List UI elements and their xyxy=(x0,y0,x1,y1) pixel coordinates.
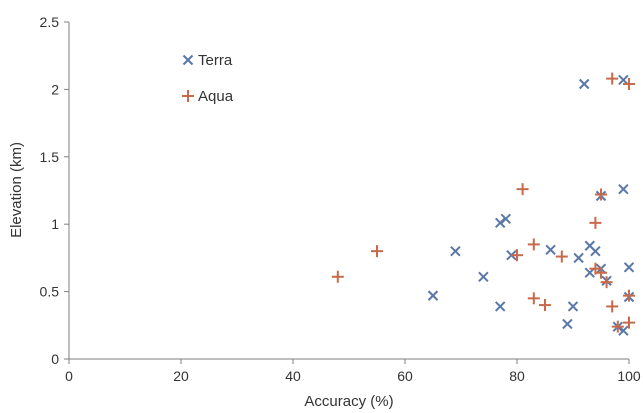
aqua-point xyxy=(623,316,635,329)
terra-point xyxy=(618,325,629,336)
aqua-point xyxy=(600,276,613,289)
x-tick-label: 20 xyxy=(173,368,189,384)
y-axis-title: Elevation (km) xyxy=(8,142,25,238)
terra-point xyxy=(450,245,461,257)
terra-point xyxy=(578,78,590,90)
y-tick-label: 1.5 xyxy=(40,149,60,165)
aqua-point xyxy=(611,320,624,333)
aqua-point xyxy=(527,238,540,251)
series-terra xyxy=(427,74,635,336)
terra-point xyxy=(500,213,512,225)
axes xyxy=(68,22,629,360)
terra-point xyxy=(427,290,439,301)
x-axis-title: Accuracy (%) xyxy=(304,393,393,410)
aqua-point xyxy=(516,183,529,196)
x-tick-label: 60 xyxy=(397,368,413,384)
aqua-point xyxy=(623,289,635,302)
terra-point xyxy=(573,252,584,264)
aqua-point xyxy=(527,292,540,305)
x-tick-label: 0 xyxy=(65,368,73,384)
legend-aqua-marker xyxy=(182,90,194,102)
aqua-point xyxy=(595,266,607,279)
terra-point xyxy=(545,244,556,256)
data-points xyxy=(331,72,635,336)
terra-point xyxy=(567,301,579,312)
y-tick-label: 1 xyxy=(51,216,59,232)
aqua-point xyxy=(589,216,602,229)
legend: Terra Aqua xyxy=(182,52,234,105)
legend-aqua-label: Aqua xyxy=(198,88,234,105)
y-tick-label: 2.5 xyxy=(40,14,60,30)
series-aqua xyxy=(331,72,635,333)
terra-point xyxy=(623,262,635,273)
y-tick-label: 0 xyxy=(51,351,59,367)
aqua-point xyxy=(555,250,568,263)
aqua-point xyxy=(606,300,619,313)
y-tick-label: 0.5 xyxy=(40,284,60,300)
aqua-point xyxy=(539,299,551,312)
x-tick-label: 40 xyxy=(285,368,301,384)
terra-point xyxy=(618,74,629,86)
x-tick-label: 100 xyxy=(617,368,641,384)
y-tick-label: 2 xyxy=(51,81,59,97)
legend-item-terra: Terra xyxy=(182,52,233,69)
legend-terra-marker xyxy=(182,54,194,66)
terra-point xyxy=(562,318,573,330)
x-tick-label: 80 xyxy=(509,368,525,384)
terra-point xyxy=(590,245,601,257)
aqua-point xyxy=(371,245,383,258)
aqua-point xyxy=(623,78,635,91)
terra-point xyxy=(584,267,596,278)
aqua-point xyxy=(595,188,607,201)
terra-point xyxy=(494,217,506,229)
aqua-point xyxy=(511,249,523,262)
terra-point xyxy=(478,271,489,282)
terra-point xyxy=(494,301,506,312)
legend-terra-label: Terra xyxy=(198,52,233,69)
ticks: 0 20 40 60 80 100 0 0.5 1 1.5 2 2.5 xyxy=(40,14,641,384)
terra-point xyxy=(618,183,629,195)
legend-item-aqua: Aqua xyxy=(182,88,234,105)
aqua-point xyxy=(331,270,344,283)
aqua-point xyxy=(606,72,619,85)
